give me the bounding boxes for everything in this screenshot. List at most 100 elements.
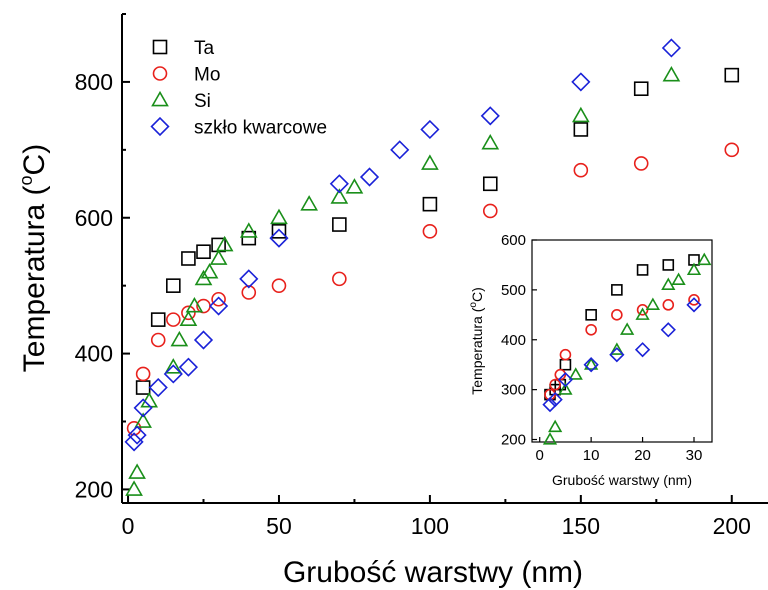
- main-point-square: [135, 380, 151, 395]
- main-point-circle: [181, 305, 196, 321]
- inset-point-square: [559, 358, 572, 371]
- main-x-tick-label: 200: [713, 513, 751, 539]
- inset-point-circle: [585, 323, 597, 336]
- main-x-tick-label: 0: [122, 513, 135, 539]
- main-point-diamond: [124, 432, 144, 452]
- main-x-tick-label: 150: [562, 513, 600, 539]
- legend-label: Ta: [194, 38, 215, 59]
- inset-point-circle: [549, 378, 561, 391]
- main-point-triangle: [200, 262, 219, 279]
- main-point-diamond: [661, 38, 681, 58]
- inset-point-circle: [611, 309, 623, 321]
- main-point-diamond: [178, 357, 198, 377]
- main-y-tick-label: 800: [75, 69, 113, 95]
- main-point-triangle: [571, 106, 590, 123]
- inset-point-diamond: [634, 342, 651, 358]
- main-point-diamond: [480, 106, 500, 126]
- main-point-triangle: [239, 222, 258, 238]
- inset-y-axis-title: Temperatura (oC): [468, 287, 485, 395]
- main-point-square: [422, 196, 438, 212]
- main-point-triangle: [134, 412, 152, 428]
- main-point-diamond: [148, 377, 168, 398]
- legend-marker-circle: [152, 66, 168, 81]
- main-point-triangle: [185, 296, 204, 313]
- main-point-square: [332, 217, 347, 232]
- inset-point-triangle: [609, 342, 624, 355]
- main-point-triangle: [170, 330, 189, 347]
- main-points: [124, 38, 740, 496]
- inset-point-triangle: [568, 367, 583, 380]
- main-point-triangle: [140, 392, 159, 408]
- main-point-square: [241, 230, 257, 246]
- main-point-circle: [271, 278, 287, 293]
- inset-point-diamond: [583, 357, 599, 373]
- main-point-triangle: [179, 310, 198, 327]
- inset-point-triangle: [548, 419, 563, 433]
- main-point-diamond: [209, 296, 229, 316]
- inset-y-axis-title-sup: o: [468, 302, 479, 308]
- main-point-diamond: [269, 228, 289, 248]
- inset-point-triangle: [558, 382, 573, 395]
- main-point-triangle: [215, 235, 234, 252]
- main-point-circle: [211, 291, 226, 307]
- main-point-triangle: [270, 208, 288, 225]
- inset-point-triangle: [542, 432, 558, 445]
- legend-marker-triangle: [151, 90, 169, 107]
- main-point-diamond: [163, 364, 183, 384]
- main-y-tick-label: 400: [75, 341, 113, 367]
- main-point-diamond: [420, 119, 440, 140]
- main-point-triangle: [481, 133, 500, 150]
- inset-x-axis-title: Grubość warstwy (nm): [552, 472, 692, 488]
- legend: Ta Mo Si szkło kwarcowe: [150, 38, 327, 139]
- inset-x-tick-label: 0: [536, 447, 544, 464]
- inset-frame: [531, 239, 713, 443]
- main-point-circle: [166, 312, 181, 327]
- main-y-axis-title: Temperatura (oC): [16, 144, 51, 372]
- main-point-diamond: [571, 72, 591, 92]
- main-point-square: [633, 81, 649, 97]
- main-point-circle: [241, 285, 257, 300]
- main-y-tick-label: 200: [75, 476, 113, 502]
- main-point-triangle: [128, 463, 146, 479]
- main-point-square: [724, 67, 740, 83]
- main-point-square: [482, 176, 498, 192]
- main-point-diamond: [133, 398, 153, 418]
- main-point-triangle: [330, 188, 349, 204]
- main-point-square: [150, 312, 166, 327]
- inset-point-triangle: [697, 252, 712, 266]
- main-point-square: [166, 278, 181, 293]
- main-point-circle: [724, 142, 740, 158]
- main-point-triangle: [662, 66, 681, 82]
- main-point-circle: [332, 271, 347, 287]
- inset-point-diamond: [557, 372, 574, 388]
- main-point-circle: [126, 420, 142, 436]
- main-x-tick-label: 50: [266, 513, 292, 539]
- inset-point-triangle: [686, 262, 702, 276]
- inset-point-diamond: [686, 297, 702, 313]
- inset-point-triangle: [635, 307, 650, 320]
- inset-point-diamond: [609, 347, 625, 363]
- main-point-diamond: [239, 269, 259, 289]
- legend-marker-diamond: [150, 116, 170, 137]
- main-point-diamond: [193, 330, 214, 350]
- main-point-diamond: [329, 174, 349, 194]
- main-y-axis-title-sup: o: [16, 175, 36, 185]
- inset-point-diamond: [542, 396, 558, 413]
- inset-y-tick-label: 400: [501, 332, 526, 349]
- main-y-axis-title-pre: Temperatura (: [18, 185, 51, 372]
- inset-x-tick-label: 10: [583, 447, 600, 464]
- main-point-diamond: [359, 167, 380, 187]
- inset-point-circle: [554, 368, 567, 381]
- main-point-circle: [633, 156, 649, 171]
- main-point-square: [181, 251, 196, 266]
- main-point-triangle: [300, 195, 319, 211]
- inset-point-triangle: [671, 272, 686, 286]
- main-point-diamond: [127, 425, 147, 445]
- inset-point-circle: [688, 294, 700, 306]
- inset-point-circle: [544, 388, 556, 401]
- inset-x-tick-label: 30: [686, 447, 703, 464]
- inset-y-tick-label: 500: [501, 282, 526, 299]
- legend-label: Si: [194, 91, 211, 112]
- main-point-square: [573, 122, 589, 137]
